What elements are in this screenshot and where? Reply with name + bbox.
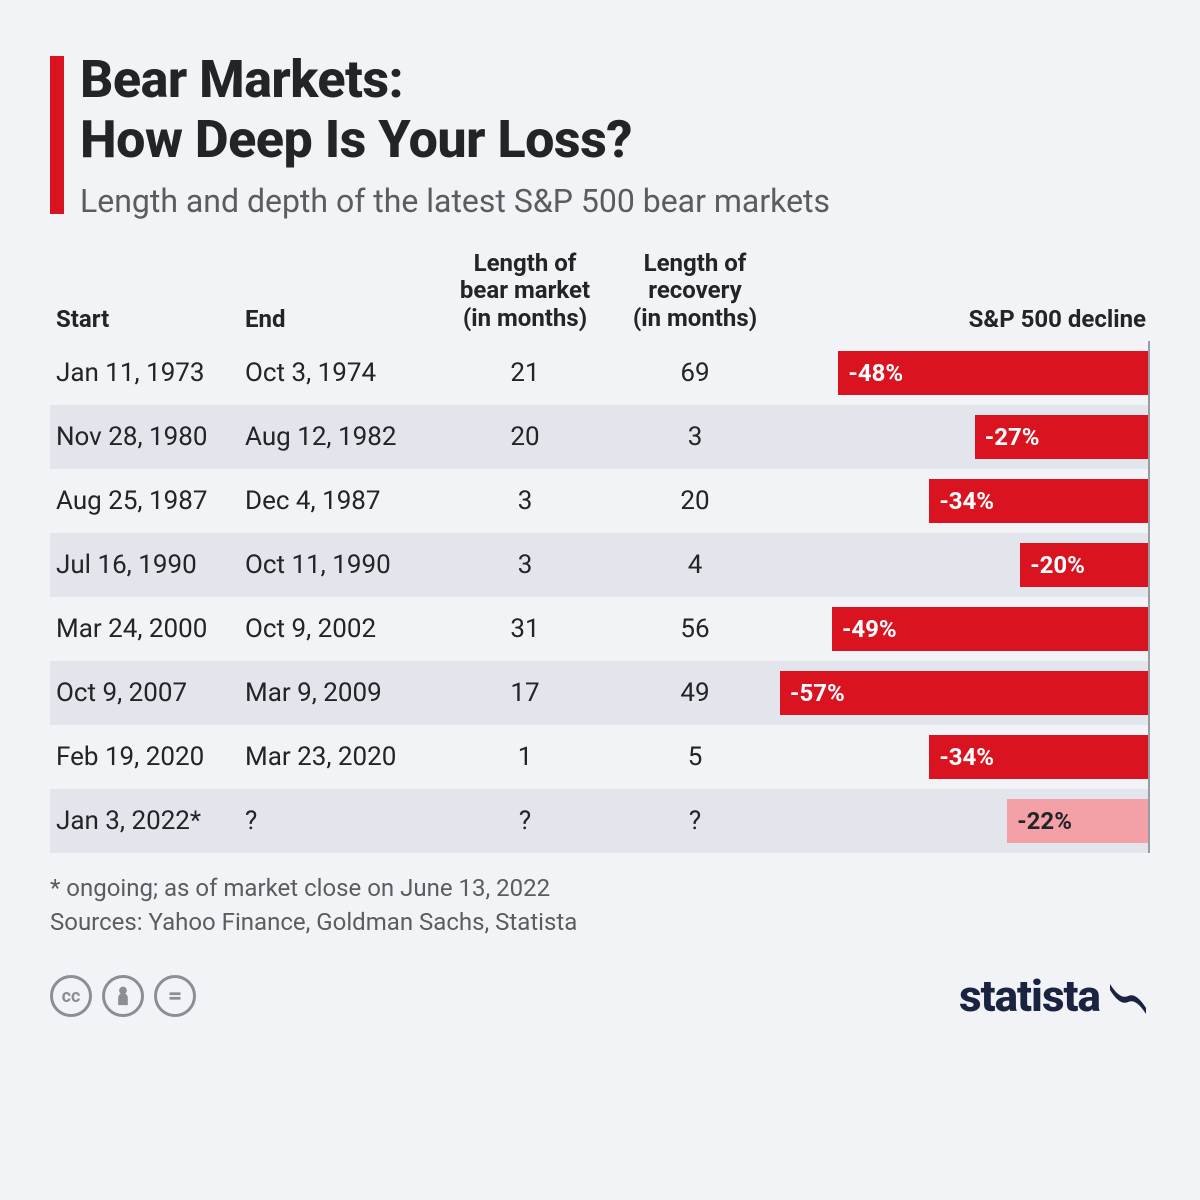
cell-recovery: 69: [610, 358, 780, 388]
cell-end: Dec 4, 1987: [245, 486, 440, 516]
axis-line: [1148, 405, 1150, 469]
col-header-start: Start: [50, 305, 245, 333]
col-header-end: End: [245, 305, 440, 333]
title-line-2: How Deep Is Your Loss?: [80, 109, 632, 170]
cell-end: Oct 3, 1974: [245, 358, 440, 388]
cell-length: ?: [440, 806, 610, 836]
bar-track: -48%: [780, 341, 1150, 405]
axis-line: [1148, 661, 1150, 725]
footnote-sources: Sources: Yahoo Finance, Goldman Sachs, S…: [50, 905, 1150, 940]
title-accent-bar: [50, 56, 64, 214]
axis-line: [1148, 469, 1150, 533]
cell-recovery: 5: [610, 742, 780, 772]
cell-start: Mar 24, 2000: [50, 614, 245, 644]
cell-decline: -20%: [780, 533, 1150, 597]
table-row: Jan 11, 1973Oct 3, 19742169 -48%: [50, 341, 1150, 405]
bar-track: -22%: [780, 789, 1150, 853]
cell-recovery: ?: [610, 806, 780, 836]
axis-line: [1148, 597, 1150, 661]
decline-bar: -48%: [838, 351, 1150, 395]
decline-bar: -20%: [1020, 543, 1150, 587]
cell-length: 21: [440, 358, 610, 388]
col-header-recovery: Length of recovery (in months): [610, 250, 780, 333]
cell-start: Jul 16, 1990: [50, 550, 245, 580]
header: Bear Markets: How Deep Is Your Loss? Len…: [50, 50, 1150, 220]
table-row: Feb 19, 2020Mar 23, 202015 -34%: [50, 725, 1150, 789]
cell-start: Feb 19, 2020: [50, 742, 245, 772]
nd-icon: [154, 975, 196, 1017]
page-title: Bear Markets: How Deep Is Your Loss?: [80, 50, 1150, 170]
footer: cc statista: [50, 970, 1150, 1022]
cell-recovery: 56: [610, 614, 780, 644]
bar-track: -34%: [780, 725, 1150, 789]
cell-length: 3: [440, 550, 610, 580]
table-row: Mar 24, 2000Oct 9, 20023156 -49%: [50, 597, 1150, 661]
bear-market-table: Start End Length of bear market (in mont…: [50, 255, 1150, 853]
logo-text: statista: [959, 970, 1100, 1022]
cell-end: Mar 9, 2009: [245, 678, 440, 708]
cell-length: 3: [440, 486, 610, 516]
cell-decline: -49%: [780, 597, 1150, 661]
decline-bar: -49%: [832, 607, 1150, 651]
cell-start: Aug 25, 1987: [50, 486, 245, 516]
axis-line: [1148, 789, 1150, 853]
cell-start: Jan 3, 2022*: [50, 806, 245, 836]
cc-license-icons: cc: [50, 975, 196, 1017]
cell-length: 31: [440, 614, 610, 644]
table-row: Jan 3, 2022*??? -22%: [50, 789, 1150, 853]
cell-decline: -27%: [780, 405, 1150, 469]
cell-recovery: 20: [610, 486, 780, 516]
cell-end: Oct 9, 2002: [245, 614, 440, 644]
cell-length: 20: [440, 422, 610, 452]
page-subtitle: Length and depth of the latest S&P 500 b…: [80, 182, 1150, 220]
footnote-ongoing: * ongoing; as of market close on June 13…: [50, 871, 1150, 906]
bar-track: -20%: [780, 533, 1150, 597]
cell-decline: -48%: [780, 341, 1150, 405]
cell-decline: -34%: [780, 469, 1150, 533]
footnote: * ongoing; as of market close on June 13…: [50, 871, 1150, 941]
cc-icon: cc: [50, 975, 92, 1017]
cell-decline: -57%: [780, 661, 1150, 725]
by-icon: [102, 975, 144, 1017]
bar-track: -57%: [780, 661, 1150, 725]
title-line-1: Bear Markets:: [80, 49, 403, 110]
cell-start: Oct 9, 2007: [50, 678, 245, 708]
decline-bar: -27%: [975, 415, 1150, 459]
table-row: Nov 28, 1980Aug 12, 1982203 -27%: [50, 405, 1150, 469]
axis-line: [1148, 533, 1150, 597]
cell-end: Oct 11, 1990: [245, 550, 440, 580]
cell-start: Jan 11, 1973: [50, 358, 245, 388]
table-row: Aug 25, 1987Dec 4, 1987320 -34%: [50, 469, 1150, 533]
cell-length: 1: [440, 742, 610, 772]
cell-decline: -34%: [780, 725, 1150, 789]
col-header-decline: S&P 500 decline: [780, 255, 1150, 333]
decline-bar: -22%: [1007, 799, 1150, 843]
cell-recovery: 3: [610, 422, 780, 452]
col-header-decline-label: S&P 500 decline: [969, 305, 1146, 333]
axis-line: [1148, 341, 1150, 405]
decline-bar: -57%: [780, 671, 1150, 715]
axis-line: [1148, 725, 1150, 789]
bar-track: -34%: [780, 469, 1150, 533]
decline-bar: -34%: [929, 735, 1150, 779]
cell-recovery: 4: [610, 550, 780, 580]
bar-track: -49%: [780, 597, 1150, 661]
cell-start: Nov 28, 1980: [50, 422, 245, 452]
bar-track: -27%: [780, 405, 1150, 469]
table-row: Oct 9, 2007Mar 9, 20091749-57%: [50, 661, 1150, 725]
cell-decline: -22%: [780, 789, 1150, 853]
statista-logo: statista: [959, 970, 1150, 1022]
col-header-length: Length of bear market (in months): [440, 250, 610, 333]
cell-length: 17: [440, 678, 610, 708]
table-row: Jul 16, 1990Oct 11, 199034 -20%: [50, 533, 1150, 597]
cell-end: Mar 23, 2020: [245, 742, 440, 772]
cell-end: Aug 12, 1982: [245, 422, 440, 452]
logo-swoosh-icon: [1106, 974, 1150, 1018]
cell-end: ?: [245, 806, 440, 836]
cell-recovery: 49: [610, 678, 780, 708]
decline-bar: -34%: [929, 479, 1150, 523]
table-header-row: Start End Length of bear market (in mont…: [50, 255, 1150, 341]
